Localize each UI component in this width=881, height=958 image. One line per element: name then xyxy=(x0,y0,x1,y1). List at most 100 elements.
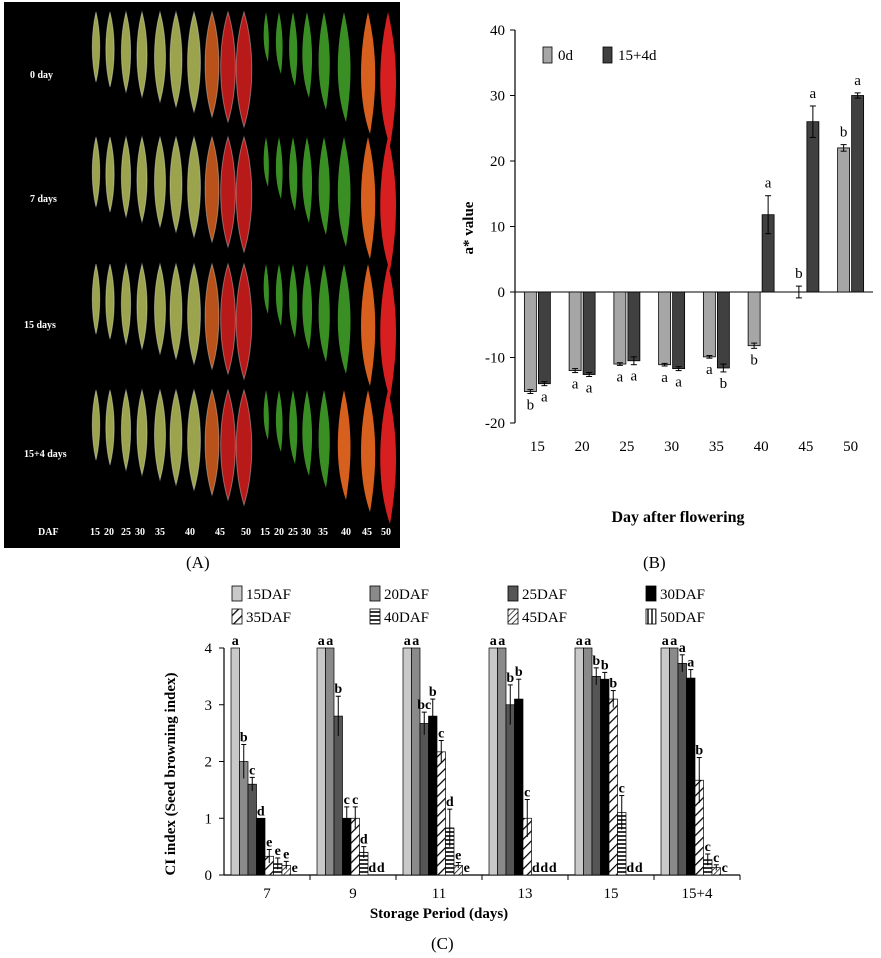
significance-letter: b xyxy=(429,685,437,700)
legend-label: 40DAF xyxy=(384,610,429,626)
significance-letter: c xyxy=(352,793,358,808)
pepper-whole-shape xyxy=(337,264,351,374)
significance-letter: e xyxy=(455,849,461,864)
bar xyxy=(256,817,266,876)
pepper-whole-shape xyxy=(275,264,283,326)
bar xyxy=(505,704,515,876)
pepper-half-shape xyxy=(169,388,183,487)
daf-prefix: DAF xyxy=(38,527,59,538)
x-tick-label: 11 xyxy=(432,886,446,902)
pepper-half-shape xyxy=(105,11,115,88)
pepper-whole-shape xyxy=(318,12,330,110)
x-tick-label: 15 xyxy=(530,439,545,455)
significance-letter: c xyxy=(713,851,719,866)
legend-label: 30DAF xyxy=(660,587,705,603)
significance-letter: b xyxy=(609,677,617,692)
significance-letter: a xyxy=(675,375,682,391)
bar xyxy=(568,291,582,371)
pepper-whole-shape xyxy=(263,12,269,62)
pepper-half-shape xyxy=(105,389,115,466)
y-tick-label: 0 xyxy=(498,285,506,301)
pepper-half-shape xyxy=(153,135,167,229)
daf-tick: 25 xyxy=(121,527,131,538)
legend-swatch xyxy=(542,46,553,64)
bar xyxy=(428,715,438,876)
pepper-half-shape xyxy=(91,263,101,335)
significance-letter: c xyxy=(438,727,444,742)
legend-swatch xyxy=(231,608,243,625)
bar xyxy=(230,647,240,876)
bar xyxy=(851,95,865,293)
significance-letter: b xyxy=(592,654,600,669)
legend-label: 15DAF xyxy=(246,587,291,603)
pepper-whole-shape xyxy=(361,137,376,259)
bar xyxy=(658,291,672,366)
legend-label: 45DAF xyxy=(522,610,567,626)
y-tick-label: 40 xyxy=(490,23,505,39)
pepper-half-shape xyxy=(220,262,236,376)
pepper-whole-shape xyxy=(361,264,376,386)
daf-tick: 40 xyxy=(185,527,195,538)
bar xyxy=(497,647,507,876)
bar xyxy=(411,647,421,876)
legend-swatch xyxy=(645,608,657,625)
significance-letter: a xyxy=(541,390,548,406)
significance-letter: b xyxy=(506,671,514,686)
bar xyxy=(716,291,730,369)
pepper-photo: 0 day 7 days 15 days 15+4 days DAF 15 20… xyxy=(24,10,396,538)
bar xyxy=(582,291,596,375)
bar xyxy=(514,698,524,876)
bar xyxy=(583,647,593,876)
significance-letter: c xyxy=(722,861,728,876)
significance-letter: a xyxy=(679,641,686,656)
bar xyxy=(669,647,679,876)
chart-b-x-axis-label: Day after flowering xyxy=(612,509,745,526)
legend-swatch xyxy=(231,585,243,602)
significance-letter: c xyxy=(344,793,350,808)
y-tick-label: -10 xyxy=(485,351,505,367)
significance-letter: a xyxy=(670,634,677,649)
pepper-whole-shape xyxy=(361,390,376,512)
panel-label-b: (B) xyxy=(643,553,666,572)
legend-label: 35DAF xyxy=(246,610,291,626)
legend-label: 0d xyxy=(558,48,574,64)
significance-letter: a xyxy=(584,634,591,649)
significance-letter: d xyxy=(257,804,265,819)
pepper-whole-shape xyxy=(337,390,351,500)
pepper-half-shape xyxy=(91,389,101,461)
significance-letter: c xyxy=(524,786,530,801)
bar xyxy=(333,715,343,876)
bar xyxy=(574,647,584,876)
pepper-half-shape xyxy=(105,136,115,213)
significance-letter: b xyxy=(527,398,535,414)
pepper-half-shape xyxy=(235,388,253,507)
x-tick-label: 30 xyxy=(664,439,679,455)
chart-c-x-axis-label: Storage Period (days) xyxy=(370,906,508,922)
daf-tick: 40 xyxy=(341,527,351,538)
pepper-whole-shape xyxy=(263,264,269,314)
pepper-half-shape xyxy=(204,388,220,497)
y-tick-label: 0 xyxy=(205,868,213,884)
bar xyxy=(247,783,257,876)
significance-letter: a xyxy=(412,634,419,649)
pepper-whole-shape xyxy=(380,12,396,146)
pepper-half-shape xyxy=(120,136,132,218)
significance-letter: a xyxy=(326,634,333,649)
daf-tick: 20 xyxy=(274,527,284,538)
bar xyxy=(600,678,610,876)
x-tick-label: 35 xyxy=(709,439,724,455)
significance-letter: a xyxy=(765,176,772,192)
legend-label: 50DAF xyxy=(660,610,705,626)
pepper-half-shape xyxy=(120,389,132,471)
pepper-half-shape xyxy=(235,262,253,381)
y-tick-label: 30 xyxy=(490,89,505,105)
significance-letter: a xyxy=(854,73,861,89)
significance-letter: d xyxy=(635,861,643,876)
pepper-half-shape xyxy=(204,10,220,119)
pepper-half-shape xyxy=(204,262,220,371)
significance-letter: a xyxy=(586,380,593,396)
x-tick-label: 40 xyxy=(754,439,769,455)
significance-letter: a xyxy=(232,634,239,649)
significance-letter: c xyxy=(619,782,625,797)
bar xyxy=(402,647,412,876)
